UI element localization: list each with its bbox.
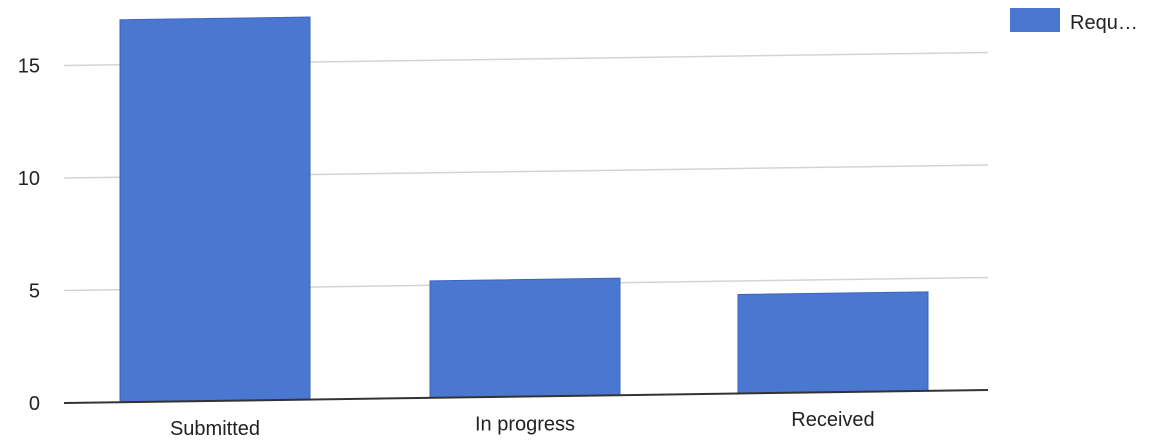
legend-swatch — [1010, 8, 1060, 32]
y-tick-label: 10 — [18, 168, 40, 190]
bar-submitted — [119, 16, 311, 403]
bar-in-progress — [429, 277, 621, 399]
legend-label: Requ… — [1070, 12, 1138, 34]
y-axis: 0 5 10 15 — [18, 56, 40, 416]
legend: Requ… — [1010, 8, 1138, 34]
y-tick-label: 15 — [18, 56, 40, 78]
x-axis-baseline — [63, 389, 989, 404]
y-tick-label: 5 — [29, 281, 40, 303]
bar-received — [737, 291, 929, 395]
x-tick-label: Submitted — [170, 418, 260, 440]
y-tick-label: 0 — [29, 393, 40, 415]
x-tick-label: In progress — [475, 414, 575, 436]
bars — [119, 16, 929, 403]
x-tick-label: Received — [791, 409, 874, 431]
x-axis: Submitted In progress Received — [170, 409, 875, 440]
